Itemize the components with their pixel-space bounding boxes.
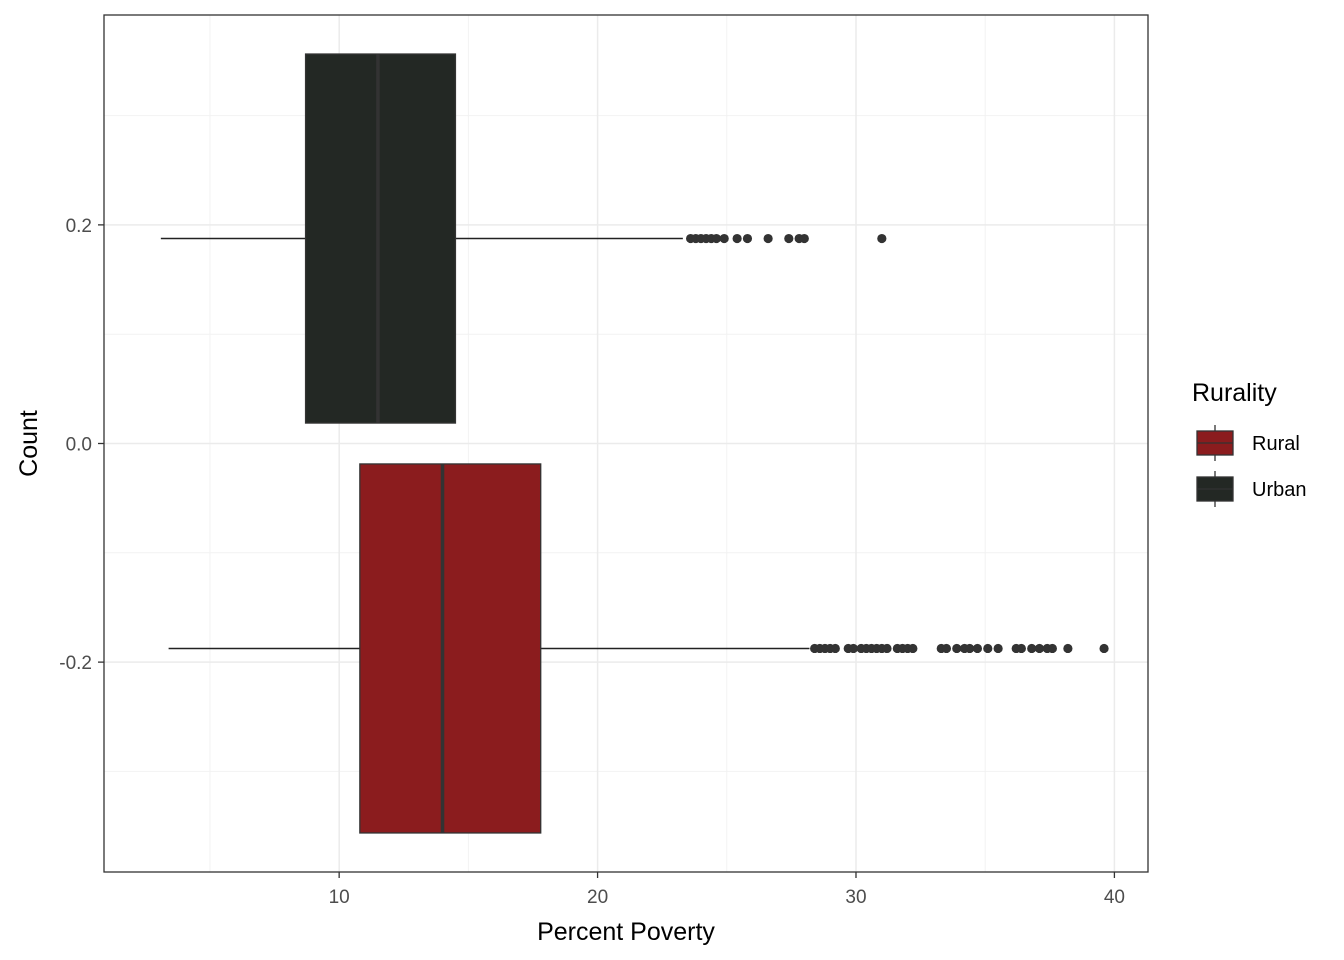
legend-item-urban: Urban <box>1196 471 1306 507</box>
legend-title: Rurality <box>1192 379 1277 407</box>
outlier-point <box>711 233 722 244</box>
legend-item-rural: Rural <box>1196 425 1300 461</box>
x-tick-label: 20 <box>587 887 608 908</box>
x-tick-label: 10 <box>329 887 350 908</box>
grid-lines <box>104 15 1148 872</box>
outlier-point <box>1099 643 1109 654</box>
outlier-point <box>941 643 952 654</box>
legend-key <box>1196 471 1234 507</box>
box <box>304 53 457 424</box>
outlier-point <box>830 643 840 654</box>
legend: Rurality Rural Urban <box>1192 379 1306 507</box>
y-tick-label: 0.0 <box>66 435 92 456</box>
outlier-point <box>983 643 993 654</box>
outlier-point <box>1063 643 1073 654</box>
outlier-point <box>1027 643 1037 654</box>
outlier-point <box>732 233 742 244</box>
outlier-point <box>763 233 773 244</box>
outlier-point <box>1034 643 1045 654</box>
x-tick-label: 40 <box>1104 887 1125 908</box>
axes: 10 20 30 40 0.2 0.0 -0.2 <box>59 216 1125 908</box>
plot-series <box>160 53 1109 834</box>
outlier-point <box>1047 643 1057 654</box>
outlier-point <box>993 643 1003 654</box>
legend-key <box>1196 425 1234 461</box>
outlier-point <box>877 233 887 244</box>
boxplot-rural <box>168 463 1109 834</box>
boxplot-urban <box>160 53 887 424</box>
outlier-point <box>742 233 753 244</box>
outlier-point <box>965 643 975 654</box>
outlier-point <box>972 643 983 654</box>
legend-label: Rural <box>1252 433 1300 455</box>
legend-label: Urban <box>1252 479 1306 501</box>
x-tick-label: 30 <box>845 887 866 908</box>
outlier-point <box>882 643 892 654</box>
outlier-point <box>799 233 809 244</box>
outlier-point <box>952 643 962 654</box>
box <box>359 463 542 834</box>
y-axis-title: Count <box>15 410 43 477</box>
y-tick-label: 0.2 <box>66 216 92 237</box>
y-tick-label: -0.2 <box>59 653 92 674</box>
outlier-point <box>848 643 859 654</box>
outlier-point <box>1016 643 1026 654</box>
x-axis-title: Percent Poverty <box>537 918 715 946</box>
outlier-point <box>784 233 794 244</box>
legend-items: Rural Urban <box>1196 425 1306 507</box>
outlier-point <box>908 643 918 654</box>
outlier-point <box>719 233 729 244</box>
